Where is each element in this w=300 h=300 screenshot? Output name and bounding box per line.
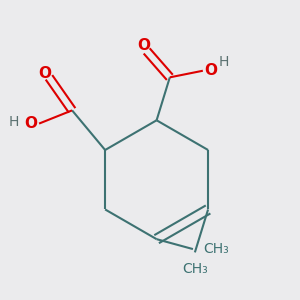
Text: CH₃: CH₃ [203,242,229,256]
Text: CH₃: CH₃ [182,262,208,276]
Text: O: O [137,38,150,53]
Text: O: O [24,116,37,131]
Text: H: H [219,56,230,70]
Text: O: O [205,63,218,78]
Text: O: O [38,66,52,81]
Text: H: H [9,115,20,129]
